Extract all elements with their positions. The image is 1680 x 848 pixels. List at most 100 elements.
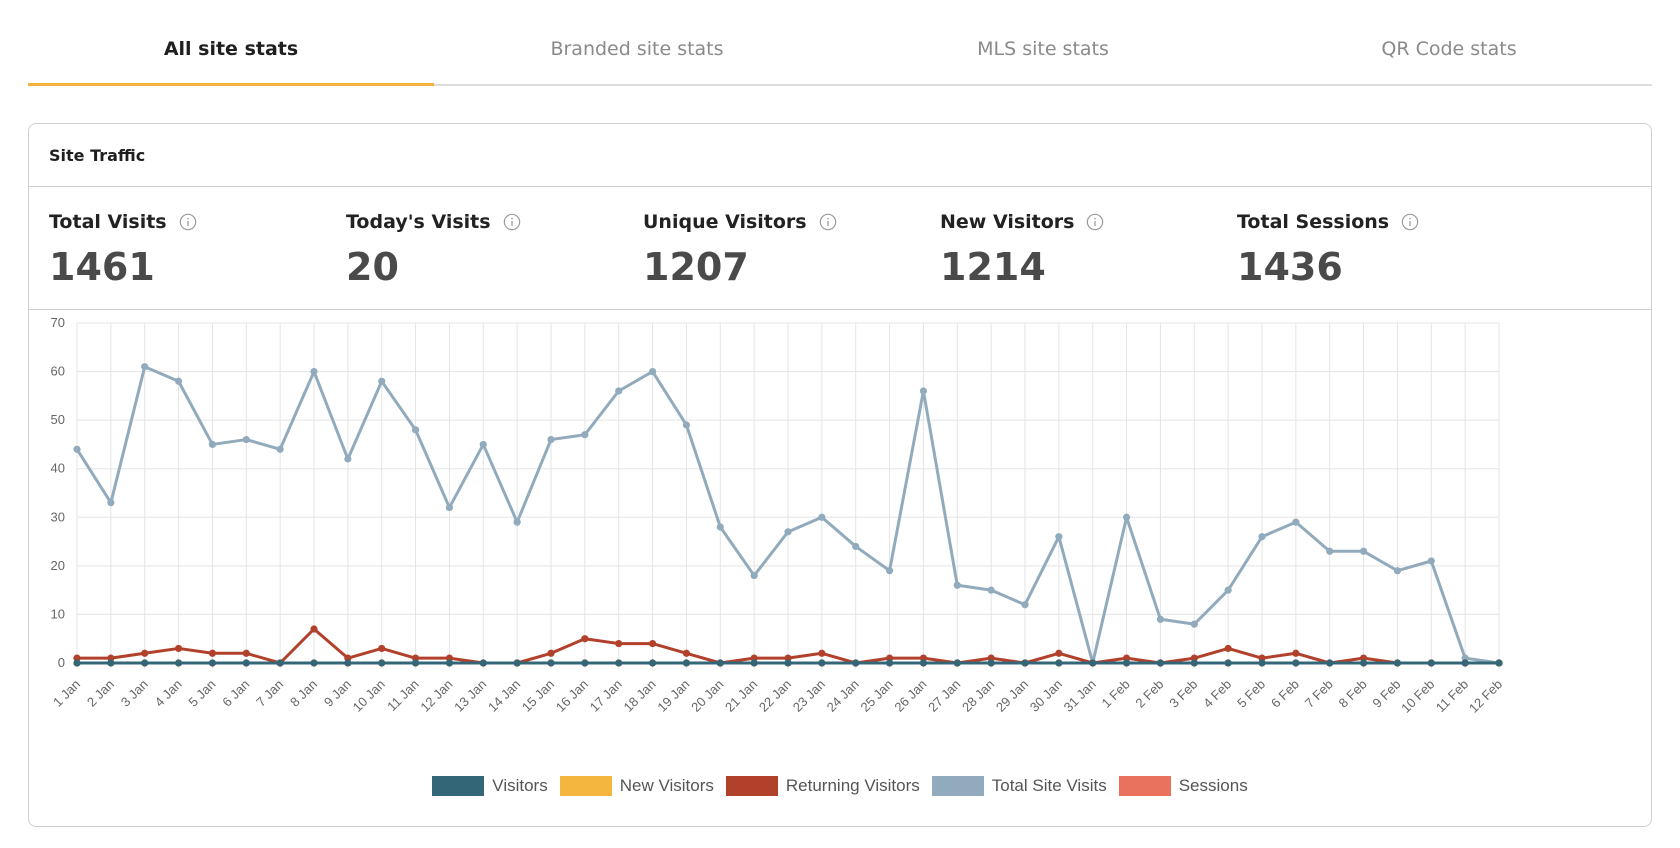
data-point (1089, 659, 1097, 667)
x-tick-label: 2 Jan (84, 677, 117, 710)
data-point (750, 659, 758, 667)
data-point (242, 435, 250, 444)
data-point (615, 387, 623, 395)
data-point (378, 659, 386, 667)
data-point (513, 659, 521, 667)
data-point (1292, 518, 1300, 526)
data-point (682, 649, 691, 657)
data-point (716, 659, 724, 667)
x-tick-label: 10 Feb (1398, 677, 1437, 716)
x-tick-label: 15 Jan (519, 677, 557, 715)
legend-item[interactable]: Returning Visitors (725, 776, 920, 796)
data-point (174, 659, 183, 667)
info-icon[interactable] (819, 213, 837, 231)
info-icon[interactable] (503, 213, 521, 231)
data-point (242, 649, 250, 657)
data-point (1224, 586, 1232, 594)
legend-item[interactable]: Sessions (1118, 776, 1248, 796)
data-point (1393, 659, 1402, 667)
stats-row: Total Visits 1461 Today's Visits 20 Uniq… (29, 187, 1651, 310)
y-tick-label: 10 (51, 606, 65, 621)
site-traffic-card: Site Traffic Total Visits 1461 Today's V… (28, 123, 1652, 827)
x-tick-label: 18 Jan (620, 677, 658, 715)
data-point (750, 571, 758, 580)
data-point (547, 659, 555, 667)
data-point (716, 523, 724, 531)
data-point (344, 659, 352, 667)
x-tick-label: 11 Jan (384, 677, 422, 715)
data-point (1021, 601, 1029, 609)
data-point (208, 659, 217, 667)
data-point (141, 649, 149, 657)
data-point (344, 455, 352, 463)
info-icon[interactable] (179, 213, 197, 231)
tab-all-site-stats[interactable]: All site stats (28, 22, 434, 86)
data-point (310, 367, 318, 376)
legend-swatch (432, 776, 485, 796)
data-point (1122, 513, 1131, 521)
legend-item[interactable]: Visitors (432, 776, 548, 796)
data-point (784, 528, 792, 536)
info-icon[interactable] (1401, 213, 1419, 231)
data-point (1359, 659, 1368, 667)
data-point (1258, 659, 1266, 667)
data-point (615, 639, 623, 648)
x-tick-label: 3 Jan (118, 677, 151, 710)
data-point (411, 659, 420, 667)
stat-value: 1207 (643, 245, 749, 289)
data-point (581, 659, 589, 667)
legend-label: New Visitors (619, 776, 714, 795)
x-tick-label: 5 Jan (185, 677, 218, 710)
data-point (1359, 547, 1368, 555)
x-tick-label: 23 Jan (790, 677, 828, 715)
legend-label: Total Site Visits (991, 776, 1107, 795)
legend-swatch (1118, 776, 1171, 796)
data-point (1122, 659, 1131, 667)
data-point (1021, 659, 1029, 667)
data-point (648, 367, 657, 376)
y-tick-label: 50 (51, 412, 65, 427)
legend-swatch (931, 776, 984, 796)
data-point (1461, 659, 1469, 667)
data-point (953, 581, 961, 589)
legend-item[interactable]: Total Site Visits (931, 776, 1107, 796)
stat-value: 20 (346, 245, 399, 289)
legend-label: Visitors (492, 776, 548, 795)
x-tick-label: 11 Feb (1433, 677, 1472, 716)
x-tick-label: 26 Jan (891, 677, 929, 715)
legend-label: Returning Visitors (785, 776, 920, 795)
x-tick-label: 21 Jan (722, 677, 760, 715)
data-point (818, 513, 826, 521)
data-point (107, 659, 115, 667)
data-point (919, 659, 928, 667)
tab-branded-site-stats[interactable]: Branded site stats (550, 38, 724, 60)
data-point (141, 659, 149, 667)
x-tick-label: 12 Jan (417, 677, 455, 715)
data-point (1190, 659, 1198, 667)
data-point (784, 659, 792, 667)
series-visitors (73, 659, 1503, 667)
tab-qr-code-stats[interactable]: QR Code stats (1381, 38, 1517, 60)
data-point (1055, 533, 1063, 541)
x-tick-label: 6 Jan (219, 677, 252, 710)
x-tick-label: 28 Jan (959, 677, 997, 715)
data-point (682, 659, 691, 667)
x-tick-label: 30 Jan (1027, 677, 1065, 715)
x-tick-label: 7 Feb (1302, 677, 1336, 711)
x-tick-label: 14 Jan (485, 677, 523, 715)
data-point (648, 639, 657, 648)
tab-mls-site-stats[interactable]: MLS site stats (977, 38, 1109, 60)
data-point (276, 659, 284, 667)
legend-item[interactable]: New Visitors (559, 776, 714, 796)
data-point (1055, 659, 1063, 667)
y-tick-label: 60 (51, 364, 65, 379)
x-tick-label: 1 Jan (50, 677, 83, 710)
data-point (919, 387, 928, 395)
x-tick-label: 20 Jan (688, 677, 726, 715)
data-point (547, 435, 555, 444)
info-icon[interactable] (1086, 213, 1104, 231)
data-point (1156, 659, 1165, 667)
x-tick-label: 27 Jan (925, 677, 963, 715)
data-point (885, 659, 894, 667)
data-point (141, 363, 149, 371)
